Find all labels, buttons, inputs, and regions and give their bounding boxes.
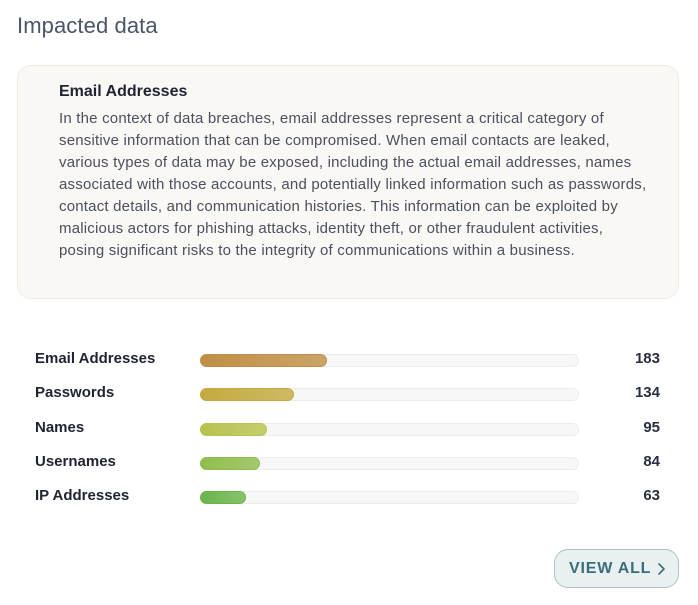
page-title: Impacted data (17, 13, 158, 38)
chart-bar-track (200, 422, 579, 436)
chart-value-label: 63 (643, 487, 660, 505)
chart-category-label: Usernames (35, 452, 116, 470)
description-card: Email Addresses In the context of data b… (17, 65, 679, 299)
chart-category-label: Passwords (35, 384, 115, 402)
chart-bar-track (200, 491, 579, 505)
impacted-data-chart: Email Addresses 183 Passwords 134 Names 95 Use… (0, 345, 698, 516)
chart-value-label: 95 (643, 418, 660, 436)
chevron-right-icon (658, 563, 665, 575)
chart-value-label: 134 (634, 384, 660, 402)
chart-bar-track (200, 388, 579, 402)
chart-value-label: 183 (634, 350, 660, 367)
chart-row: Usernames 84 (0, 448, 698, 482)
chart-row: Names 95 (0, 414, 698, 448)
chart-bar (200, 354, 327, 367)
chart-row: IP Addresses 63 (0, 482, 698, 516)
description-text: In the context of data breaches, email a… (59, 110, 647, 259)
chart-row: Email Addresses 183 (0, 345, 698, 379)
chart-category-label: Email Addresses (35, 350, 156, 367)
chart-category-label: Names (35, 418, 85, 436)
chart-bar-track (200, 456, 579, 470)
chart-bar (200, 388, 294, 402)
chart-row: Passwords 134 (0, 379, 698, 413)
chart-value-label: 84 (643, 452, 660, 470)
chart-bar-track (200, 354, 579, 367)
chart-category-label: IP Addresses (35, 487, 130, 505)
view-all-label: VIEW ALL (569, 559, 652, 577)
chart-bar (200, 491, 246, 505)
chart-bar (200, 456, 260, 470)
view-all-button[interactable]: VIEW ALL (554, 549, 679, 588)
chart-bar (200, 422, 267, 436)
description-title: Email Addresses (59, 83, 188, 100)
